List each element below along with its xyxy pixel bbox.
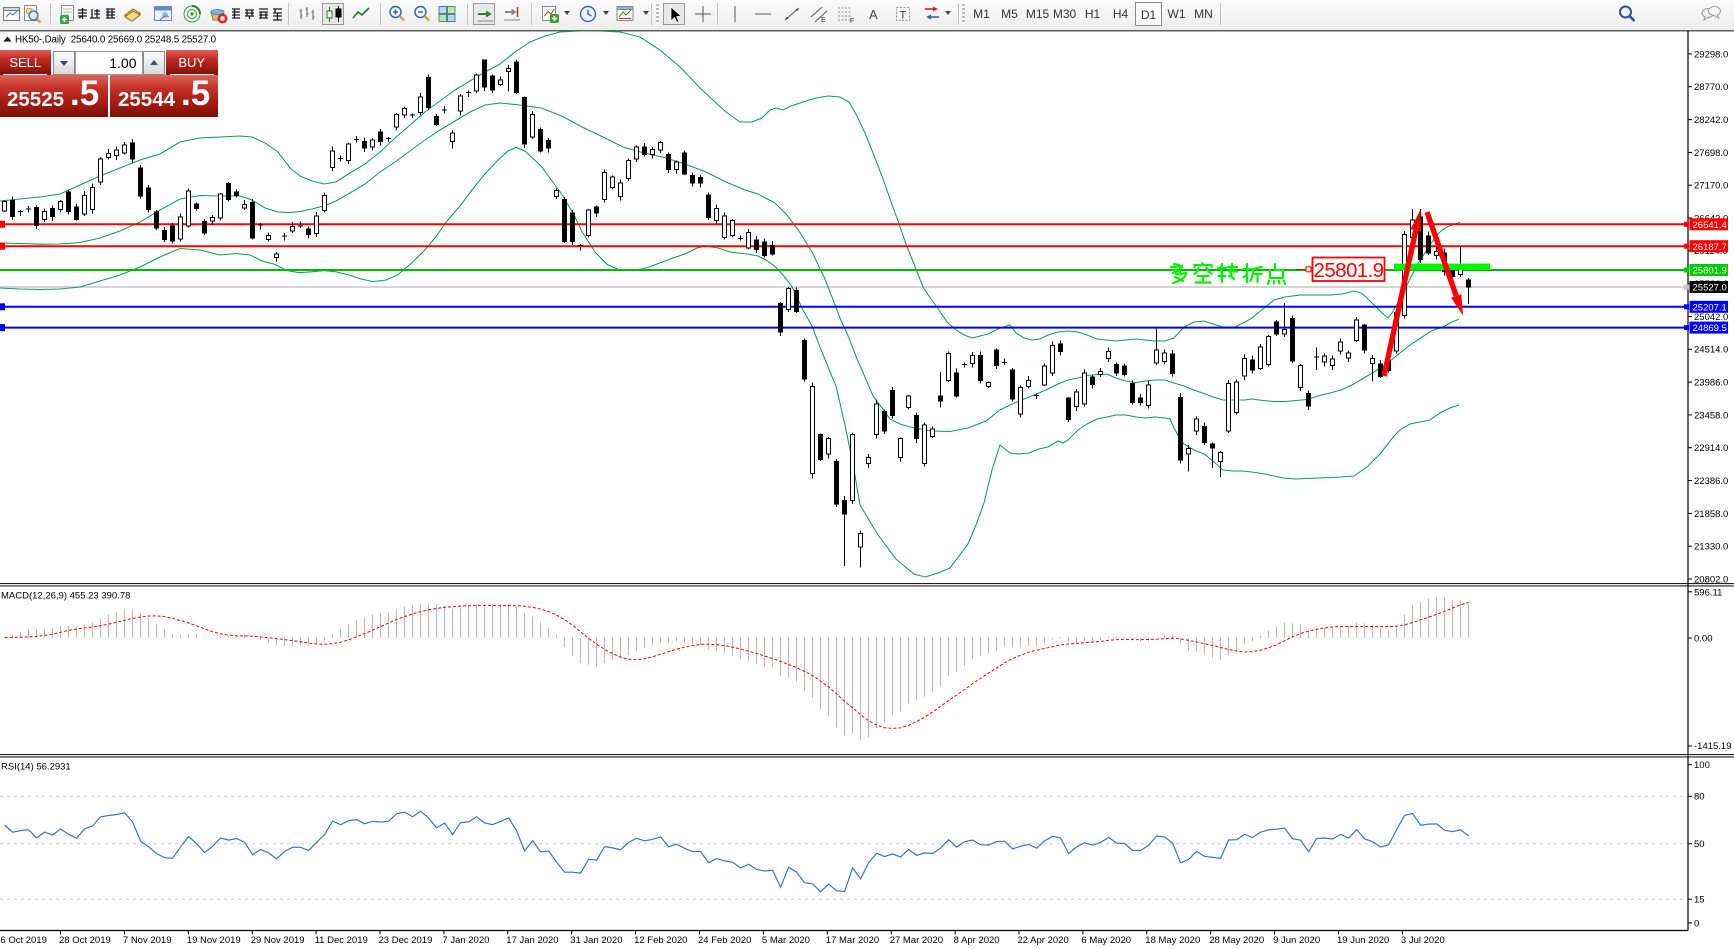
svg-text:22914.0: 22914.0 (1694, 443, 1728, 454)
svg-text:15: 15 (1694, 895, 1705, 906)
svg-text:25801.9: 25801.9 (1314, 259, 1384, 282)
svg-text:28 May 2020: 28 May 2020 (1209, 935, 1264, 946)
svg-text:17 Mar 2020: 17 Mar 2020 (826, 935, 879, 946)
svg-text:29298.0: 29298.0 (1694, 49, 1728, 60)
svg-text:5 Mar 2020: 5 Mar 2020 (762, 935, 810, 946)
svg-text:21330.0: 21330.0 (1694, 542, 1728, 553)
svg-text:3 Jul 2020: 3 Jul 2020 (1401, 935, 1445, 946)
svg-text:F: F (850, 18, 854, 25)
svg-text:27698.0: 27698.0 (1694, 148, 1728, 159)
svg-text:23986.0: 23986.0 (1694, 378, 1728, 389)
svg-text:A: A (869, 7, 878, 22)
svg-text:28242.0: 28242.0 (1694, 115, 1728, 126)
svg-text:HK50-,Daily 25640.0 25669.0 2: HK50-,Daily 25640.0 25669.0 25248.5 2552… (15, 35, 217, 46)
svg-text:E: E (821, 17, 826, 24)
svg-text:25527.0: 25527.0 (1693, 283, 1727, 294)
svg-text:24 Feb 2020: 24 Feb 2020 (698, 935, 751, 946)
svg-text:27 Mar 2020: 27 Mar 2020 (890, 935, 943, 946)
svg-text:21858.0: 21858.0 (1694, 509, 1728, 520)
svg-text:19 Jun 2020: 19 Jun 2020 (1337, 935, 1389, 946)
svg-text:-1415.19: -1415.19 (1694, 741, 1732, 752)
svg-text:7 Jan 2020: 7 Jan 2020 (442, 935, 489, 946)
svg-text:25801.9: 25801.9 (1693, 266, 1727, 277)
svg-text:7 Nov 2019: 7 Nov 2019 (123, 935, 172, 946)
svg-text:25207.1: 25207.1 (1693, 302, 1727, 313)
svg-text:0: 0 (1694, 918, 1699, 929)
svg-text:24869.5: 24869.5 (1693, 323, 1727, 334)
svg-text:50: 50 (1694, 839, 1705, 850)
svg-text:31 Jan 2020: 31 Jan 2020 (570, 935, 622, 946)
svg-text:11 Dec 2019: 11 Dec 2019 (315, 935, 368, 946)
svg-text:0.00: 0.00 (1694, 634, 1713, 645)
svg-text:8 Apr 2020: 8 Apr 2020 (954, 935, 1000, 946)
svg-text:MACD(12,26,9) 455.23 390.78: MACD(12,26,9) 455.23 390.78 (1, 590, 130, 601)
svg-text:20802.0: 20802.0 (1694, 574, 1728, 585)
svg-text:17 Jan 2020: 17 Jan 2020 (506, 935, 558, 946)
svg-text:12 Feb 2020: 12 Feb 2020 (634, 935, 687, 946)
svg-text:19 Nov 2019: 19 Nov 2019 (187, 935, 241, 946)
svg-text:T: T (900, 10, 907, 22)
svg-text:22386.0: 22386.0 (1694, 476, 1728, 487)
svg-text:596.11: 596.11 (1694, 588, 1722, 599)
svg-text:9 Jun 2020: 9 Jun 2020 (1273, 935, 1320, 946)
svg-text:26187.7: 26187.7 (1693, 242, 1727, 253)
svg-text:27170.0: 27170.0 (1694, 181, 1728, 192)
svg-text:100: 100 (1694, 760, 1710, 771)
svg-text:RSI(14) 56.2931: RSI(14) 56.2931 (1, 762, 71, 773)
svg-text:18 May 2020: 18 May 2020 (1145, 935, 1200, 946)
svg-text:16 Oct 2019: 16 Oct 2019 (0, 935, 47, 946)
svg-text:28770.0: 28770.0 (1694, 82, 1728, 93)
svg-text:23458.0: 23458.0 (1694, 410, 1728, 421)
svg-text:22 Apr 2020: 22 Apr 2020 (1018, 935, 1069, 946)
svg-text:26541.4: 26541.4 (1693, 220, 1727, 231)
svg-text:24514.0: 24514.0 (1694, 345, 1728, 356)
svg-text:23 Dec 2019: 23 Dec 2019 (379, 935, 433, 946)
svg-text:80: 80 (1694, 792, 1705, 803)
svg-text:28 Oct 2019: 28 Oct 2019 (59, 935, 111, 946)
svg-text:6 May 2020: 6 May 2020 (1081, 935, 1131, 946)
svg-text:29 Nov 2019: 29 Nov 2019 (251, 935, 305, 946)
svg-text:25042.0: 25042.0 (1694, 312, 1728, 323)
